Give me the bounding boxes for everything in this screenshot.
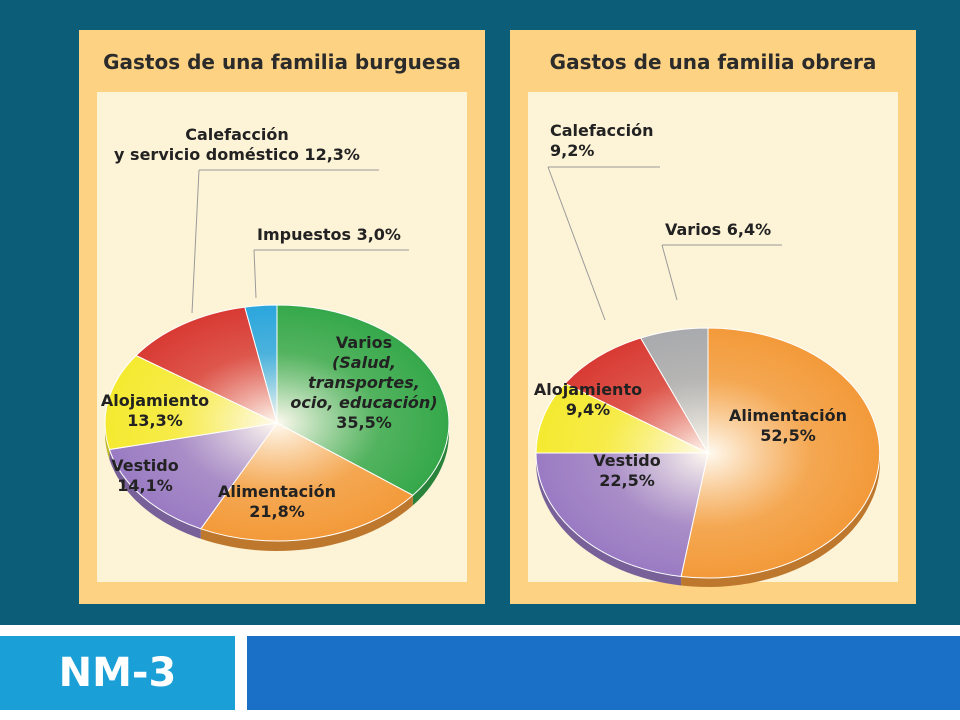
- pie-slice-0-4: [135, 306, 278, 424]
- slice-label-1-4: Varios 6,4%: [665, 220, 771, 239]
- pie-slice-1-4: [639, 327, 709, 455]
- pie-slice-0-3: [104, 354, 279, 451]
- chart-panel-obrera: Gastos de una familia obrera Alimentació…: [510, 30, 916, 604]
- pie-slice-0-0: [276, 304, 450, 496]
- slice-label-1-3: Calefacción 9,2%: [550, 121, 653, 160]
- slice-label-0-0: Varios (Salud, transportes, ocio, educación…: [290, 333, 437, 432]
- slice-label-1-2: Alojamiento 9,4%: [534, 380, 642, 419]
- pie-slice-0-2: [108, 422, 279, 530]
- slice-label-1-1: Vestido 22,5%: [593, 451, 660, 490]
- pie-chart-obrera: Alimentación 52,5% Vestido 22,5% Alojamiento…: [534, 121, 881, 587]
- slice-label-0-3: Alojamiento 13,3%: [101, 391, 209, 430]
- leader-line-1-3-b: [547, 166, 606, 321]
- chart-title-obrera: Gastos de una familia obrera: [549, 50, 877, 74]
- pie-slice-1-0: [680, 327, 881, 579]
- slice-label-0-5: Impuestos 3,0%: [257, 225, 401, 244]
- pie-slice-1-3: [564, 337, 710, 455]
- pie-slice-side-0-3: [105, 423, 110, 460]
- slice-label-1-0: Alimentación 52,5%: [729, 406, 847, 445]
- pie-slice-1-1: [535, 452, 709, 578]
- pie-slice-side-0-0: [412, 423, 449, 506]
- leader-line-0-4-b: [191, 169, 200, 314]
- chart-title-burguesa: Gastos de una familia burguesa: [103, 50, 461, 74]
- pie-slice-side-1-1: [536, 453, 682, 586]
- chart-panel-burguesa: Gastos de una familia burguesa Varios (Sa…: [79, 30, 485, 604]
- pie-slice-0-1: [199, 422, 414, 542]
- leader-line-0-5-b: [253, 249, 257, 299]
- footer-bar: [247, 636, 960, 710]
- slice-label-0-2: Vestido 14,1%: [111, 456, 178, 495]
- slice-label-0-1: Alimentación 21,8%: [218, 482, 336, 521]
- pie-slice-side-0-1: [200, 495, 413, 551]
- leader-line-1-4-b: [661, 244, 678, 301]
- pie-slice-0-5: [244, 304, 278, 424]
- pie-slice-1-2: [535, 382, 709, 454]
- slice-label-0-4: Calefacción y servicio doméstico 12,3%: [114, 125, 360, 164]
- pie-chart-burguesa: Varios (Salud, transportes, ocio, educación…: [101, 125, 450, 551]
- footer-code-box: NM-3: [0, 636, 235, 710]
- pie-slice-side-0-2: [109, 449, 201, 539]
